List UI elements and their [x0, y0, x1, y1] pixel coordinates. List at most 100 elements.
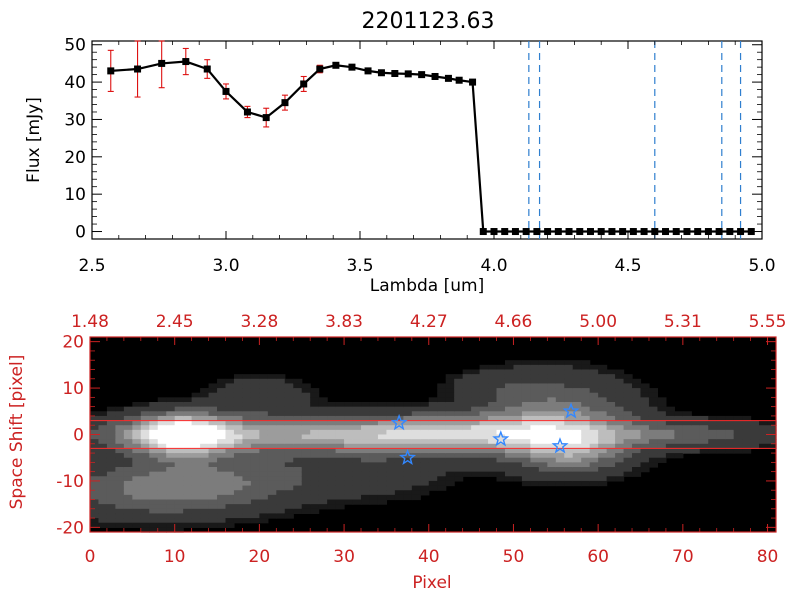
source-star-marker-2 [492, 430, 510, 447]
top-plot-frame [91, 40, 763, 240]
wavelength-tick-label: 5.00 [579, 312, 617, 332]
pixel-tick-label: 0 [85, 547, 96, 567]
data-point-3 [182, 58, 190, 66]
top-y-axis-ticks: 0 10 20 30 40 50 [64, 36, 762, 243]
data-point-34 [608, 228, 616, 236]
space-shift-tick-label: 0 [73, 426, 84, 446]
data-point-13 [364, 67, 372, 75]
pixel-tick-label: 10 [164, 547, 186, 567]
wavelength-tick-label: 1.48 [71, 312, 109, 332]
x-tick-label: 4.0 [480, 256, 507, 276]
pixel-tick-label: 20 [249, 547, 271, 567]
data-point-4 [203, 65, 211, 73]
source-star-marker-4 [562, 402, 580, 419]
space-shift-tick-label: -10 [56, 472, 84, 492]
data-point-42 [694, 228, 702, 236]
source-markers [390, 402, 580, 466]
heatmap-image [90, 360, 777, 533]
data-point-30 [565, 228, 573, 236]
top-x-axis-ticks: 2.5 3.0 3.5 4.0 4.5 5.0 [78, 41, 776, 276]
data-point-27 [533, 228, 541, 236]
data-point-35 [619, 228, 627, 236]
data-point-18 [431, 72, 439, 80]
pixel-tick-label: 30 [333, 547, 355, 567]
y-axis-label-flux: Flux [mJy] [24, 97, 44, 183]
data-point-36 [629, 228, 637, 236]
x-axis-label-lambda: Lambda [um] [370, 276, 484, 296]
data-point-26 [522, 228, 530, 236]
data-point-41 [683, 228, 691, 236]
data-point-29 [554, 228, 562, 236]
data-point-47 [747, 228, 755, 236]
y-tick-label: 10 [64, 185, 86, 205]
source-star-marker-1 [398, 448, 417, 466]
wavelength-tick-label: 3.83 [325, 312, 363, 332]
bottom-top-wavelength-ticks: 1.48 2.45 3.28 3.83 4.27 4.66 5.00 5.31 5.55 [71, 312, 786, 345]
data-point-2 [158, 59, 166, 67]
data-point-12 [348, 63, 356, 71]
data-point-17 [418, 71, 426, 79]
x-tick-label: 3.0 [212, 256, 239, 276]
source-star-marker-3 [551, 437, 569, 454]
data-point-11 [332, 61, 340, 69]
wavelength-tick-label: 5.31 [664, 312, 702, 332]
wavelength-tick-label: 3.28 [240, 312, 278, 332]
data-point-46 [737, 228, 745, 236]
bottom-y-axis-ticks: -20 -10 0 10 20 [56, 333, 776, 538]
x-axis-label-pixel: Pixel [412, 573, 451, 593]
data-point-24 [501, 228, 509, 236]
data-point-10 [316, 65, 324, 73]
data-point-0 [107, 67, 115, 75]
data-point-20 [455, 76, 463, 84]
data-point-39 [662, 228, 670, 236]
x-tick-label: 2.5 [78, 256, 105, 276]
data-point-38 [651, 228, 659, 236]
wavelength-tick-label: 4.66 [495, 312, 533, 332]
data-point-25 [511, 228, 519, 236]
data-point-15 [391, 70, 399, 78]
data-point-37 [640, 228, 648, 236]
y-tick-label: 0 [75, 223, 86, 243]
spectral-image-panel: 0 10 20 30 40 50 60 70 80 -20 -10 0 10 20 1.48 2.45 3.… [7, 312, 786, 593]
space-shift-tick-label: 10 [62, 379, 84, 399]
data-point-7 [262, 114, 270, 122]
bottom-x-axis-ticks: 0 10 20 30 40 50 60 70 80 [85, 524, 779, 567]
data-point-22 [479, 228, 487, 236]
y-tick-label: 50 [64, 36, 86, 56]
pixel-tick-label: 50 [503, 547, 525, 567]
data-point-31 [576, 228, 584, 236]
y-tick-label: 30 [64, 110, 86, 130]
space-shift-tick-label: -20 [56, 518, 84, 538]
y-axis-label-space-shift: Space Shift [pixel] [7, 355, 27, 510]
pixel-tick-label: 60 [587, 547, 609, 567]
data-point-21 [469, 78, 477, 86]
wavelength-tick-label: 2.45 [156, 312, 194, 332]
pixel-tick-label: 80 [757, 547, 779, 567]
data-point-6 [243, 108, 251, 116]
y-tick-label: 40 [64, 73, 86, 93]
data-point-1 [134, 65, 142, 73]
data-point-40 [672, 228, 680, 236]
space-shift-tick-label: 20 [62, 333, 84, 353]
x-tick-label: 5.0 [748, 256, 775, 276]
vertical-reference-lines [528, 41, 742, 239]
data-point-8 [281, 99, 289, 107]
pixel-tick-label: 70 [672, 547, 694, 567]
y-tick-label: 20 [64, 148, 86, 168]
data-point-44 [715, 228, 723, 236]
data-point-28 [544, 228, 552, 236]
wavelength-tick-label: 5.55 [749, 312, 787, 332]
extraction-aperture-lines [90, 420, 776, 449]
pixel-tick-label: 40 [418, 547, 440, 567]
data-point-9 [300, 80, 308, 88]
flux-series-line [110, 60, 752, 233]
x-tick-label: 3.5 [346, 256, 373, 276]
data-point-16 [404, 70, 412, 78]
data-point-43 [704, 228, 712, 236]
flux-spectrum-panel: 2201123.63 2.5 3.0 3.5 4.0 4.5 5.0 0 10 20 30 40 5… [24, 9, 776, 296]
data-point-45 [726, 228, 734, 236]
wavelength-tick-label: 4.27 [410, 312, 448, 332]
data-point-32 [586, 228, 594, 236]
data-point-19 [444, 74, 452, 82]
